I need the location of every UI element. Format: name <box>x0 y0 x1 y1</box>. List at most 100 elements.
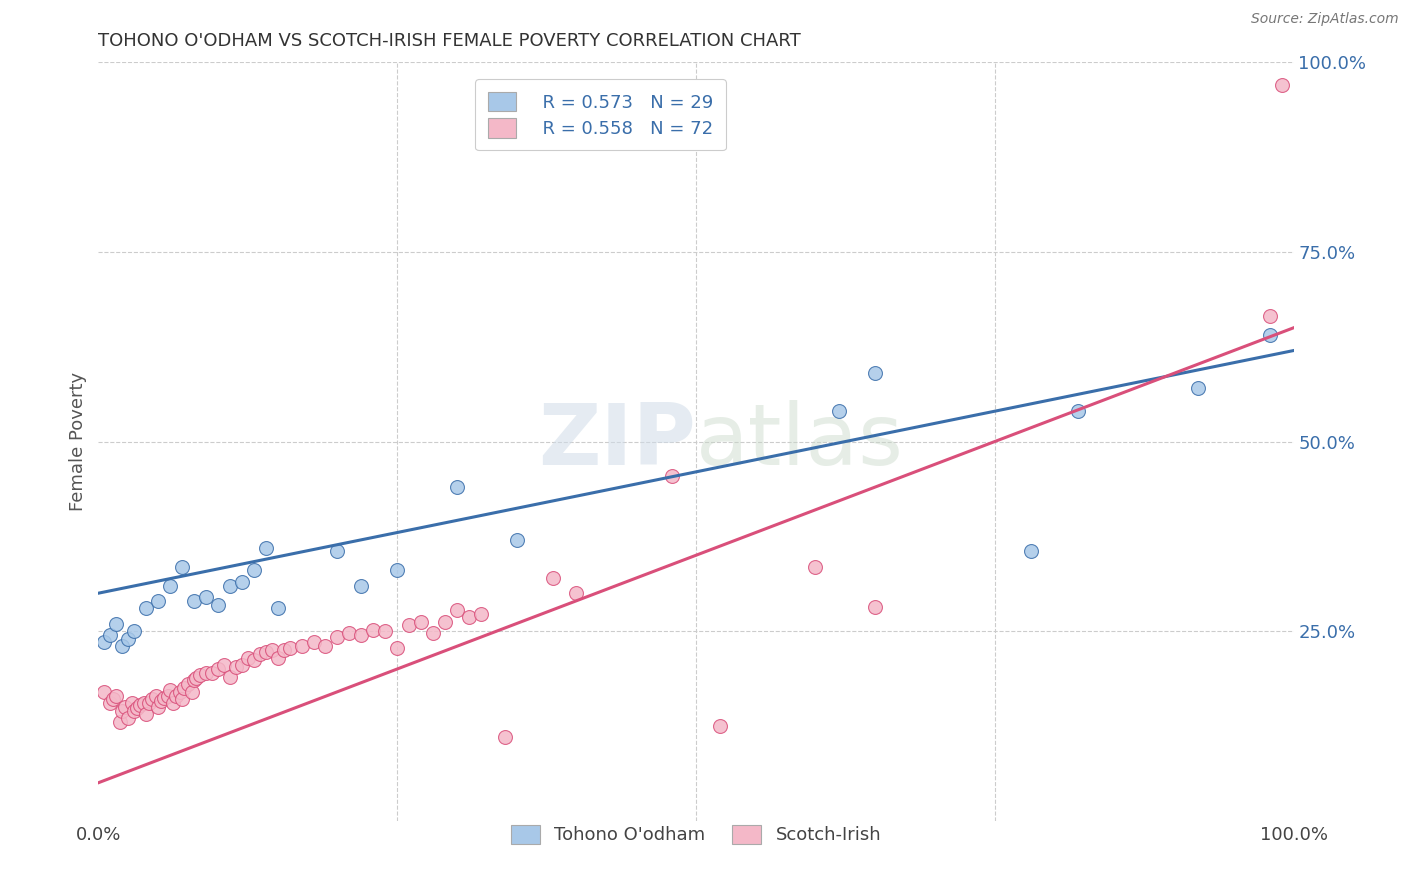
Point <box>195 665 218 680</box>
Y-axis label: Female Poverty: Female Poverty <box>69 372 87 511</box>
Point <box>177 677 200 691</box>
Point <box>350 628 373 642</box>
Point <box>267 601 290 615</box>
Point <box>326 630 349 644</box>
Point <box>273 643 295 657</box>
Point <box>93 635 115 649</box>
Point <box>302 635 325 649</box>
Point <box>434 615 457 629</box>
Point <box>350 579 373 593</box>
Point <box>145 689 167 703</box>
Point <box>225 660 247 674</box>
Text: TOHONO O'ODHAM VS SCOTCH-IRISH FEMALE POVERTY CORRELATION CHART: TOHONO O'ODHAM VS SCOTCH-IRISH FEMALE PO… <box>98 32 801 50</box>
Point <box>243 653 266 667</box>
Point <box>201 665 224 680</box>
Point <box>186 671 208 685</box>
Point <box>169 685 191 699</box>
Text: atlas: atlas <box>696 400 904 483</box>
Point <box>326 544 349 558</box>
Legend: Tohono O'odham, Scotch-Irish: Tohono O'odham, Scotch-Irish <box>498 812 894 857</box>
Point <box>374 624 396 639</box>
Text: ZIP: ZIP <box>538 400 696 483</box>
Point <box>398 618 420 632</box>
Point <box>162 696 184 710</box>
Point <box>183 594 205 608</box>
Point <box>236 650 259 665</box>
Point <box>243 564 266 578</box>
Point <box>172 559 194 574</box>
Point <box>1258 310 1281 324</box>
Point <box>165 689 187 703</box>
Point <box>98 628 122 642</box>
Point <box>111 704 134 718</box>
Point <box>153 690 176 705</box>
Point <box>135 601 157 615</box>
Point <box>661 468 683 483</box>
Point <box>458 610 481 624</box>
Point <box>249 647 271 661</box>
Point <box>207 662 229 676</box>
Point <box>339 625 361 640</box>
Point <box>148 699 170 714</box>
Point <box>101 692 124 706</box>
Point <box>422 625 444 640</box>
Point <box>219 579 242 593</box>
Point <box>93 685 115 699</box>
Point <box>156 689 179 703</box>
Point <box>132 696 155 710</box>
Point <box>1067 404 1090 418</box>
Point <box>148 594 170 608</box>
Point <box>135 707 157 722</box>
Point <box>865 599 887 614</box>
Point <box>828 404 851 418</box>
Point <box>105 689 128 703</box>
Point <box>470 607 492 622</box>
Point <box>411 615 433 629</box>
Point <box>446 480 468 494</box>
Point <box>506 533 529 548</box>
Point <box>108 715 131 730</box>
Point <box>124 704 146 718</box>
Point <box>709 719 731 733</box>
Point <box>1187 382 1209 396</box>
Point <box>219 669 242 683</box>
Point <box>117 632 139 646</box>
Point <box>188 668 211 682</box>
Point <box>98 696 122 710</box>
Point <box>117 711 139 725</box>
Point <box>278 640 301 655</box>
Point <box>1258 328 1281 343</box>
Point <box>125 701 148 715</box>
Point <box>1271 78 1294 92</box>
Point <box>260 643 283 657</box>
Point <box>141 692 163 706</box>
Point <box>159 683 181 698</box>
Point <box>363 623 385 637</box>
Point <box>138 696 160 710</box>
Point <box>565 586 588 600</box>
Point <box>254 541 277 555</box>
Point <box>212 658 235 673</box>
Point <box>159 579 181 593</box>
Point <box>291 639 314 653</box>
Point <box>149 694 172 708</box>
Point <box>124 624 146 639</box>
Point <box>105 616 128 631</box>
Point <box>173 681 195 695</box>
Point <box>114 699 136 714</box>
Point <box>121 696 143 710</box>
Point <box>172 692 194 706</box>
Point <box>231 658 253 673</box>
Point <box>231 574 253 589</box>
Point <box>385 564 409 578</box>
Point <box>195 590 218 604</box>
Point <box>865 366 887 380</box>
Point <box>1019 544 1042 558</box>
Point <box>446 603 468 617</box>
Point <box>315 639 337 653</box>
Point <box>180 685 202 699</box>
Point <box>804 559 827 574</box>
Point <box>111 639 134 653</box>
Text: Source: ZipAtlas.com: Source: ZipAtlas.com <box>1251 12 1399 26</box>
Point <box>267 650 290 665</box>
